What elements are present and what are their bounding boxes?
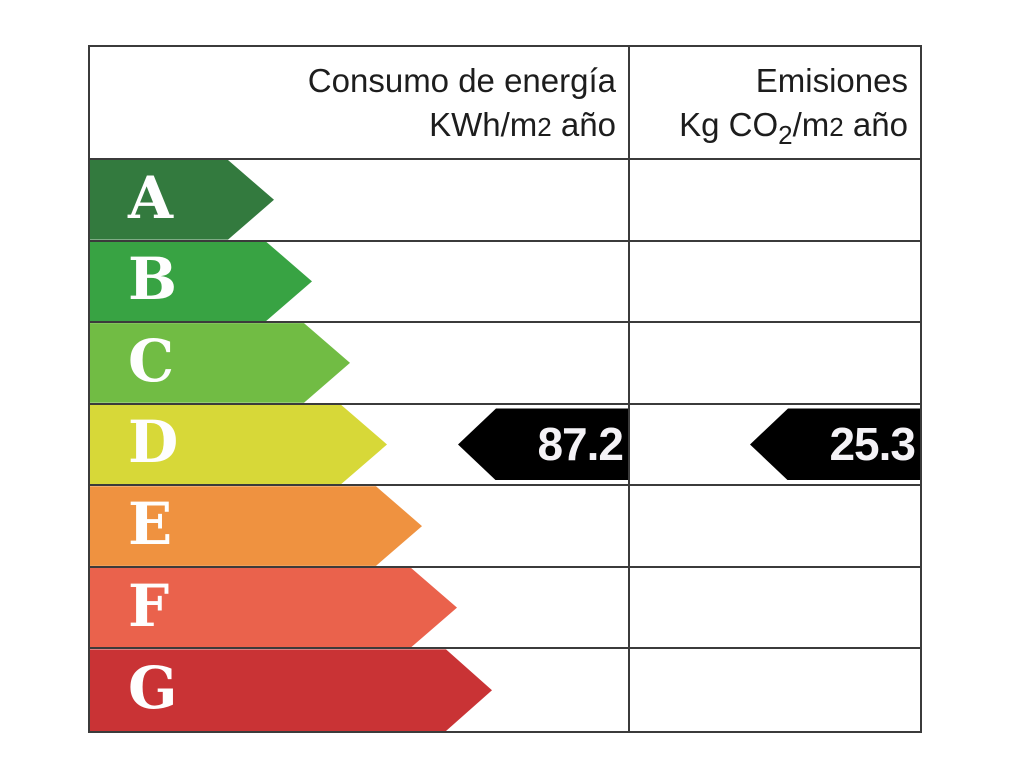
emissions-value: 25.3: [829, 418, 916, 471]
emissions-header: Emisiones Kg CO2/m2 año: [630, 47, 920, 160]
rating-row-g-emissions: [630, 649, 920, 731]
consumption-value: 87.2: [537, 418, 624, 471]
rating-arrow-f: F: [90, 568, 457, 648]
rating-row-g-consumption: G: [90, 649, 630, 731]
rating-letter-g: G: [128, 654, 178, 723]
consumption-unit: KWh/m2 año: [429, 105, 616, 143]
rating-arrow-g: G: [90, 649, 492, 731]
emissions-title: Emisiones: [755, 61, 908, 99]
rating-table: Consumo de energía KWh/m2 año Emisiones …: [88, 45, 922, 733]
rating-arrow-e: E: [90, 486, 422, 566]
rating-row-c-emissions: [630, 323, 920, 405]
consumption-unit-exponent: 2: [537, 111, 552, 142]
rating-letter-c: C: [128, 326, 175, 395]
rating-row-c-consumption: C: [90, 323, 630, 405]
rating-letter-f: F: [128, 571, 170, 640]
emissions-unit-subscript: 2: [778, 119, 793, 150]
emissions-indicator-arrow: 25.3: [750, 408, 920, 481]
rating-letter-b: B: [128, 245, 178, 314]
rating-row-b-emissions: [630, 242, 920, 324]
rating-arrow-c: C: [90, 323, 350, 403]
rating-row-a-emissions: [630, 160, 920, 242]
rating-letter-d: D: [128, 408, 179, 477]
rating-row-d-emissions: 25.3: [630, 405, 920, 487]
rating-row-d-consumption: D 87.2: [90, 404, 630, 487]
rating-arrow-b: B: [90, 242, 312, 322]
rating-row-e-consumption: E: [90, 486, 630, 568]
rating-row-e-emissions: [630, 486, 920, 568]
rating-arrow-a: A: [90, 160, 274, 240]
consumption-title: Consumo de energía: [307, 61, 616, 99]
consumption-indicator-arrow: 87.2: [458, 408, 628, 481]
rating-row-f-consumption: F: [90, 567, 630, 650]
rating-arrow-d: D: [90, 405, 387, 485]
rating-letter-a: A: [128, 163, 174, 232]
rating-row-a-consumption: A: [90, 160, 630, 242]
rating-letter-e: E: [128, 490, 173, 559]
rating-row-f-emissions: [630, 568, 920, 650]
rating-row-b-consumption: B: [90, 241, 630, 324]
consumption-header: Consumo de energía KWh/m2 año: [90, 47, 630, 160]
emissions-unit-exponent: 2: [829, 111, 844, 142]
emissions-unit: Kg CO2/m2 año: [679, 105, 908, 150]
